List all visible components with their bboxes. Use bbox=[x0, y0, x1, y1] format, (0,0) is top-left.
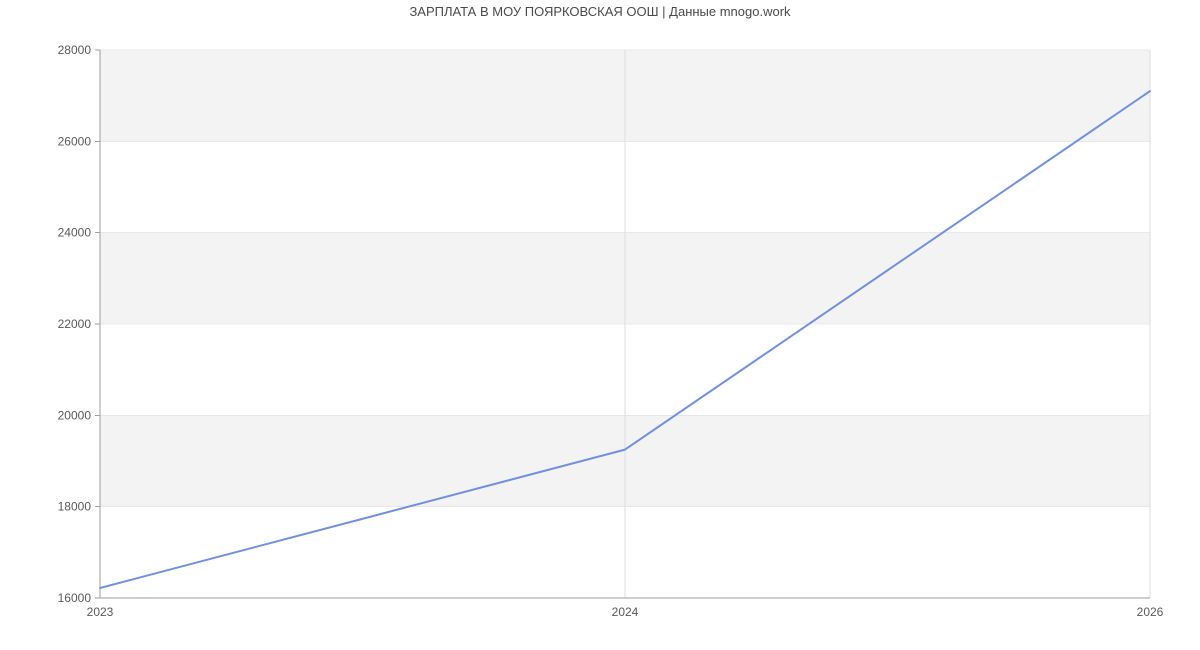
salary-series-line bbox=[99, 90, 1151, 589]
y-axis-tick-label: 18000 bbox=[58, 500, 92, 514]
y-axis-tick-label: 28000 bbox=[58, 43, 92, 57]
y-axis-tick-label: 16000 bbox=[58, 591, 92, 605]
x-axis-tick-label: 2026 bbox=[1137, 605, 1164, 619]
y-axis-tick-label: 26000 bbox=[58, 134, 92, 148]
chart-title: ЗАРПЛАТА В МОУ ПОЯРКОВСКАЯ ООШ | Данные … bbox=[409, 4, 791, 19]
y-axis-tick-label: 22000 bbox=[58, 317, 92, 331]
x-axis-tick-label: 2024 bbox=[612, 605, 639, 619]
y-axis-tick-label: 24000 bbox=[58, 226, 92, 240]
x-axis-tick-label: 2023 bbox=[87, 605, 114, 619]
y-axis-tick-label: 20000 bbox=[58, 408, 92, 422]
